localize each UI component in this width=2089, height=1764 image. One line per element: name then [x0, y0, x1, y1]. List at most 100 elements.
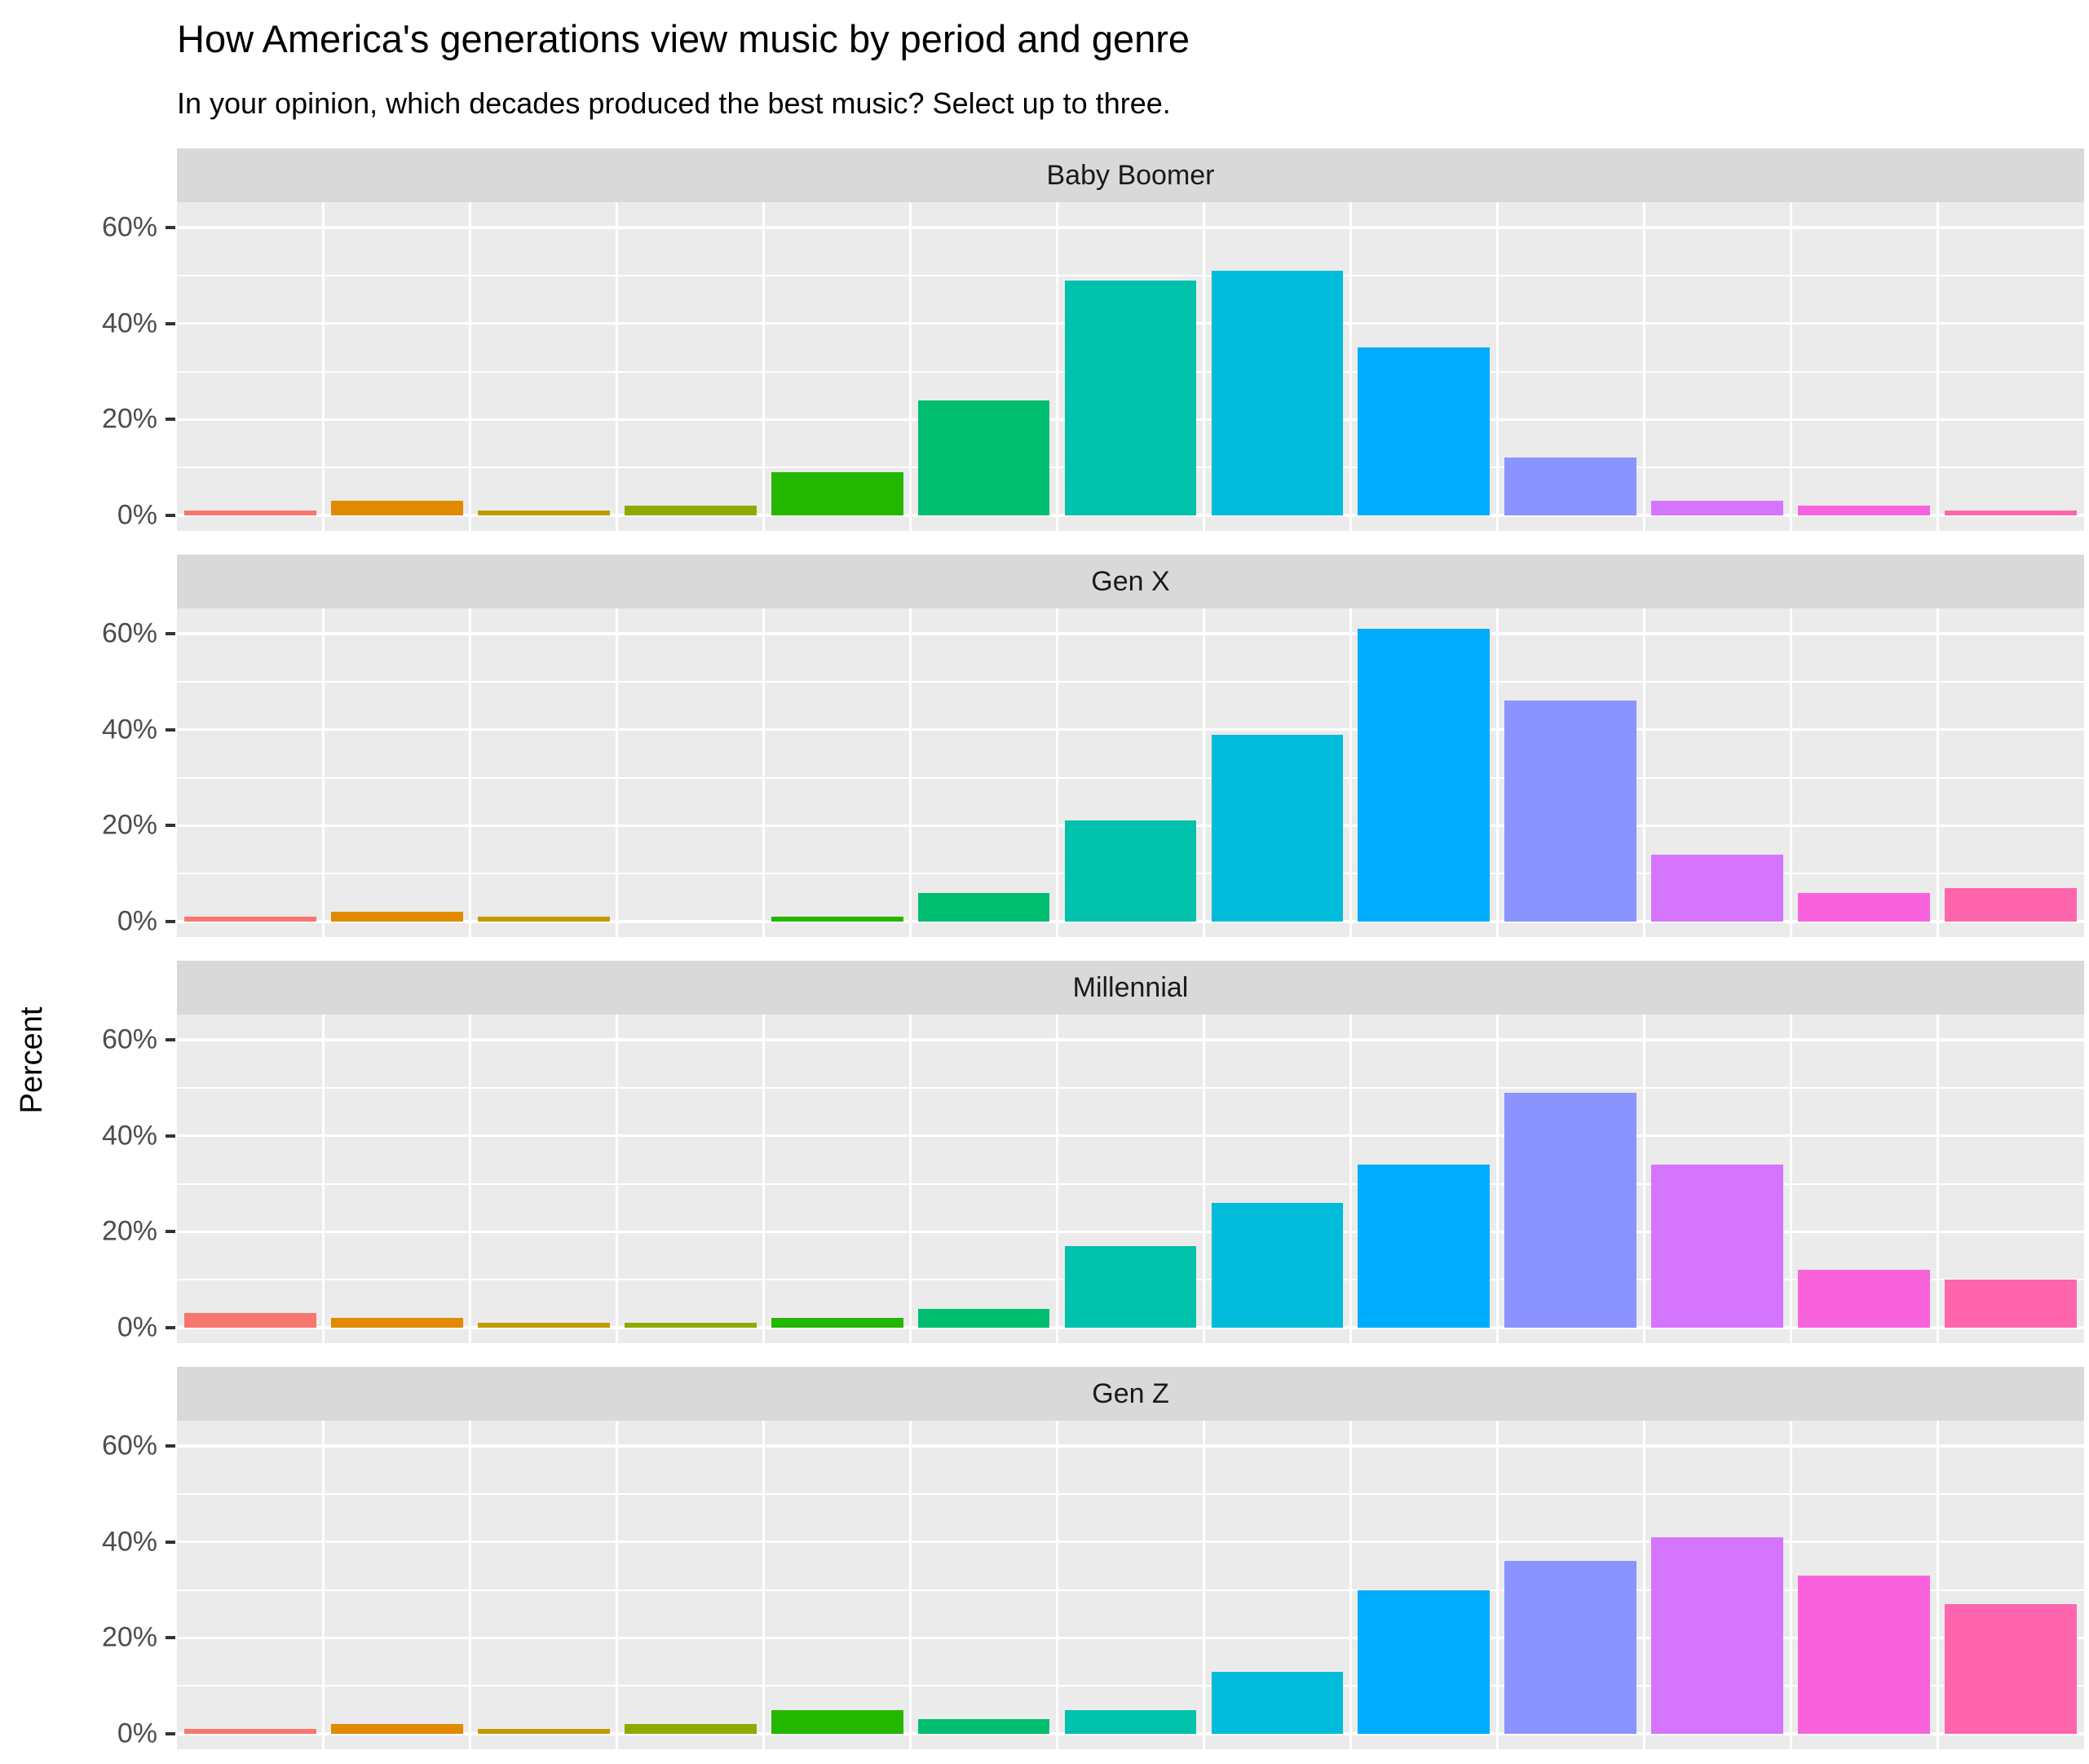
y-tick-label: 20%: [101, 1215, 157, 1247]
y-tick-label: 40%: [101, 1120, 157, 1152]
y-tick-label: 0%: [117, 1718, 157, 1749]
vertical-gridline: [909, 202, 912, 531]
major-gridline: [177, 1636, 2084, 1640]
chart-title: How America's generations view music by …: [177, 17, 1190, 60]
bar: [1945, 511, 2077, 515]
y-tick-label: 40%: [101, 307, 157, 339]
major-gridline: [177, 1540, 2084, 1544]
y-tick-label: 0%: [117, 499, 157, 531]
bar: [1358, 1164, 1491, 1328]
bar: [1358, 1589, 1491, 1734]
minor-gridline: [177, 776, 2084, 779]
vertical-gridline: [1203, 202, 1205, 531]
bar: [624, 1724, 757, 1734]
y-tick-mark: [166, 1134, 175, 1138]
y-tick-mark: [166, 418, 175, 422]
vertical-gridline: [322, 1421, 325, 1749]
vertical-gridline: [1789, 202, 1792, 531]
bar: [1358, 629, 1491, 922]
major-gridline: [177, 226, 2084, 229]
bar: [1798, 506, 1931, 515]
facet-strip-label: Baby Boomer: [1046, 159, 1215, 191]
bar: [330, 1724, 463, 1734]
facet-strip: Gen X: [177, 555, 2084, 608]
major-gridline: [177, 1230, 2084, 1234]
bar: [1211, 270, 1344, 515]
bar: [1651, 854, 1784, 922]
bar: [1945, 1280, 2077, 1328]
bar: [1798, 1270, 1931, 1328]
vertical-gridline: [616, 1421, 619, 1749]
vertical-gridline: [1349, 1015, 1352, 1343]
major-gridline: [177, 727, 2084, 732]
bar: [771, 1318, 903, 1328]
vertical-gridline: [909, 1421, 912, 1749]
vertical-gridline: [616, 1015, 619, 1343]
bar: [917, 1719, 1050, 1734]
major-gridline: [177, 1326, 2084, 1329]
bar: [771, 1709, 903, 1734]
bar: [1651, 501, 1784, 515]
y-tick-mark: [166, 1326, 175, 1329]
facet-strip-label: Gen Z: [1092, 1377, 1169, 1409]
facet-panel: [177, 1015, 2084, 1343]
bar: [771, 472, 903, 515]
y-tick-label: 60%: [101, 1430, 157, 1461]
bar: [330, 1318, 463, 1328]
vertical-gridline: [762, 1015, 766, 1343]
vertical-gridline: [1495, 1421, 1499, 1749]
vertical-gridline: [1349, 202, 1352, 531]
bar: [1651, 1536, 1784, 1734]
vertical-gridline: [1936, 1015, 1939, 1343]
y-tick-mark: [166, 321, 175, 325]
vertical-gridline: [616, 608, 619, 937]
major-gridline: [177, 632, 2084, 635]
vertical-gridline: [1203, 608, 1205, 937]
facet-strip-label: Millennial: [1072, 971, 1189, 1003]
vertical-gridline: [1642, 1015, 1645, 1343]
bar: [477, 1323, 610, 1328]
vertical-gridline: [1642, 608, 1645, 937]
bar: [1064, 280, 1197, 515]
major-gridline: [177, 920, 2084, 923]
vertical-gridline: [322, 202, 325, 531]
y-tick-mark: [166, 727, 175, 732]
vertical-gridline: [1936, 1421, 1939, 1749]
y-axis-title: Percent: [15, 1006, 49, 1114]
bar: [1504, 1561, 1637, 1734]
vertical-gridline: [1936, 608, 1939, 937]
y-tick-label: 20%: [101, 403, 157, 435]
bar: [917, 400, 1050, 515]
vertical-gridline: [1642, 1421, 1645, 1749]
vertical-gridline: [469, 1015, 472, 1343]
facet-strip: Baby Boomer: [177, 148, 2084, 202]
y-tick-label: 20%: [101, 809, 157, 841]
bar: [624, 1323, 757, 1328]
y-tick-label: 60%: [101, 211, 157, 243]
bar: [1211, 1671, 1344, 1734]
vertical-gridline: [1936, 202, 1939, 531]
vertical-gridline: [909, 1015, 912, 1343]
y-tick-mark: [166, 225, 175, 229]
bar: [1064, 1246, 1197, 1328]
vertical-gridline: [469, 202, 472, 531]
y-tick-label: 0%: [117, 1311, 157, 1343]
vertical-gridline: [1056, 202, 1058, 531]
vertical-gridline: [1203, 1015, 1205, 1343]
y-tick-label: 40%: [101, 714, 157, 745]
y-tick-mark: [166, 1636, 175, 1640]
bar: [917, 1308, 1050, 1328]
bar: [917, 892, 1050, 922]
minor-gridline: [177, 1086, 2084, 1089]
y-tick-mark: [166, 514, 175, 517]
bar: [771, 917, 903, 922]
bar: [1798, 892, 1931, 922]
minor-gridline: [177, 680, 2084, 683]
major-gridline: [177, 1134, 2084, 1138]
vertical-gridline: [1349, 1421, 1352, 1749]
bar: [1064, 820, 1197, 922]
bar: [624, 506, 757, 515]
vertical-gridline: [762, 202, 766, 531]
vertical-gridline: [1789, 1421, 1792, 1749]
bar: [184, 1313, 316, 1328]
